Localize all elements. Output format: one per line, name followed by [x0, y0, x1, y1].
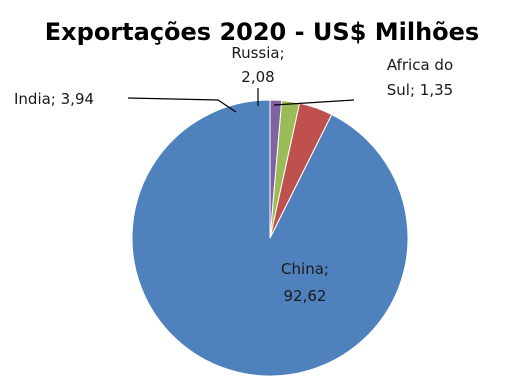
- pie-slices: [131, 99, 409, 376]
- leader-line-africa: [273, 99, 355, 106]
- data-label-russia-value: 2,08: [241, 68, 274, 86]
- slice-africa-do-sul: [269, 99, 283, 239]
- leader-line-india: [127, 97, 237, 113]
- data-label-china-value: 92,62: [284, 287, 327, 305]
- data-label-india: India; 3,94: [14, 90, 94, 108]
- data-label-africa-name: Africa do: [387, 56, 453, 74]
- data-label-china-name: China;: [281, 260, 329, 278]
- data-label-russia-name: Russia;: [231, 44, 284, 62]
- chart-title: Exportações 2020 - US$ Milhões: [45, 18, 479, 46]
- data-label-africa-value: Sul; 1,35: [387, 81, 453, 99]
